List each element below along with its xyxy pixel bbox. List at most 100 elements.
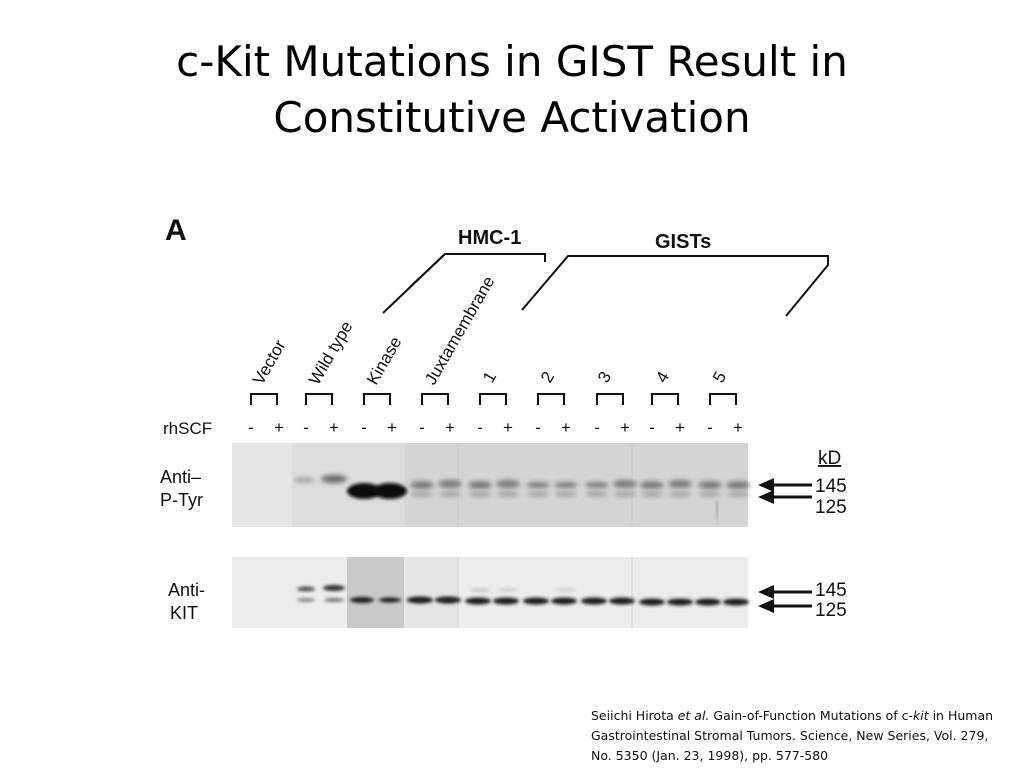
band: [297, 586, 315, 592]
treatment-label: rhSCF: [163, 419, 212, 438]
band: [496, 480, 520, 488]
band: [324, 598, 344, 602]
blot-top: [232, 443, 750, 527]
band: [526, 482, 550, 488]
band: [698, 481, 722, 489]
band: [438, 480, 462, 488]
band: [323, 585, 345, 591]
treatment-sign: -: [248, 418, 254, 437]
treatment-sign: -: [303, 418, 309, 437]
band: [613, 480, 637, 488]
lane-label-5: 5: [709, 368, 730, 386]
band: [726, 481, 750, 489]
lane-pair-brackets: [250, 393, 737, 405]
band: [379, 597, 401, 603]
panel-label: A: [165, 214, 187, 247]
band: [468, 481, 492, 489]
treatment-sign: -: [707, 418, 713, 437]
lane-label-wild-type: Wild type: [305, 318, 356, 388]
band: [294, 477, 314, 483]
band: [556, 588, 576, 592]
band: [297, 598, 315, 602]
band: [641, 491, 663, 497]
band: [586, 491, 608, 497]
group-label-gists: GISTs: [655, 231, 711, 253]
band: [465, 597, 491, 605]
lane-pair-bracket: [305, 393, 333, 405]
lane-pair-bracket: [421, 393, 449, 405]
band: [614, 491, 636, 497]
citation-text-1: Gain-of-Function Mutations of c-: [709, 708, 913, 723]
band: [639, 598, 665, 606]
lane-pair-bracket: [363, 393, 391, 405]
arrow-head-icon: [758, 585, 774, 599]
treatment-sign: -: [477, 418, 483, 437]
hmc1-bracket-tail: [409, 253, 446, 288]
band: [551, 597, 577, 605]
band: [498, 588, 518, 592]
lane-pair-bracket: [250, 393, 278, 405]
treatment-sign: +: [329, 418, 339, 437]
band: [555, 491, 577, 497]
blot-smear: [715, 499, 719, 521]
band: [527, 491, 549, 497]
lane-label-1: 1: [479, 368, 500, 386]
treatment-sign: +: [733, 418, 743, 437]
band: [407, 596, 433, 604]
band: [410, 481, 434, 489]
kd-unit-label: kD: [818, 448, 841, 469]
band: [497, 491, 519, 497]
blot-top-label-line-2: P-Tyr: [160, 490, 203, 510]
gists-bracket: [521, 255, 829, 317]
citation-author: Seiichi Hirota: [591, 708, 678, 723]
blot-bottom: [232, 557, 749, 628]
citation-text-2: in Human Gastrointestinal Stromal Tumors…: [591, 708, 994, 763]
band: [373, 483, 407, 499]
treatment-signs: - + - + - + - + - + - + - + - + - +: [248, 418, 743, 437]
treatment-sign: -: [419, 418, 425, 437]
blot-bottom-shade: [404, 557, 458, 628]
band: [695, 598, 721, 606]
blot-bottom-label-line-1: Anti-: [168, 580, 205, 600]
marker-arrows-bottom: [758, 585, 812, 613]
lane-pair-bracket: [479, 393, 507, 405]
band: [411, 491, 433, 497]
treatment-sign: -: [594, 418, 600, 437]
treatment-sign: +: [445, 418, 455, 437]
marker-label-125: 125: [815, 497, 847, 518]
lane-pair-bracket: [651, 393, 679, 405]
band: [554, 482, 578, 488]
band: [435, 596, 461, 604]
band-row-kit-125: [350, 596, 749, 606]
citation-etal: et al.: [677, 708, 710, 723]
band: [668, 480, 692, 488]
group-label-hmc1: HMC-1: [458, 227, 521, 249]
slide-title-line-2: Constitutive Activation: [273, 93, 751, 142]
lane-label-2: 2: [537, 368, 558, 386]
marker-arrows-top: [758, 478, 812, 504]
band: [469, 491, 491, 497]
band: [640, 481, 664, 489]
treatment-sign: +: [561, 418, 571, 437]
treatment-sign: +: [675, 418, 685, 437]
treatment-sign: +: [503, 418, 513, 437]
marker-label-145: 145: [815, 476, 847, 497]
lane-pair-bracket: [537, 393, 565, 405]
treatment-sign: +: [387, 418, 397, 437]
band: [321, 475, 347, 483]
treatment-sign: +: [620, 418, 630, 437]
arrow-head-icon: [758, 490, 774, 504]
treatment-sign: -: [535, 418, 541, 437]
band: [439, 491, 461, 497]
band: [493, 597, 519, 605]
lane-label-4: 4: [652, 368, 673, 386]
citation: Seiichi Hirota et al. Gain-of-Function M…: [591, 706, 1011, 766]
band-row-125: [411, 491, 749, 497]
blot-top-label-line-1: Anti–: [160, 467, 201, 487]
citation-gene: kit: [912, 708, 929, 723]
blot-bottom-background: [232, 557, 748, 628]
marker-label-145-bottom: 145: [815, 580, 847, 601]
blot-bottom-label-line-2: KIT: [170, 603, 198, 623]
band: [669, 491, 691, 497]
